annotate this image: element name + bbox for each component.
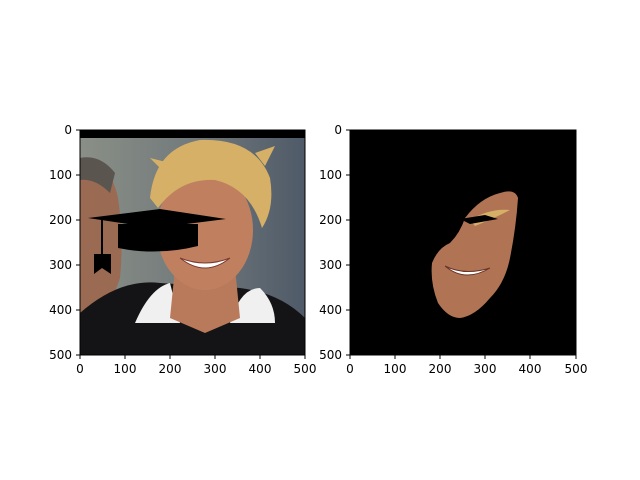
y-tick: 100 — [319, 168, 350, 182]
x-tick-label: 200 — [159, 362, 182, 376]
y-tick: 100 — [49, 168, 80, 182]
x-tick: 300 — [474, 355, 497, 376]
x-tick: 300 — [204, 355, 227, 376]
y-tick: 0 — [334, 123, 350, 137]
y-tick-label: 400 — [49, 303, 72, 317]
x-tick-label: 100 — [384, 362, 407, 376]
x-tick-label: 200 — [429, 362, 452, 376]
y-tick: 0 — [64, 123, 80, 137]
y-tick-label: 100 — [49, 168, 72, 182]
left-axes-svg: 0 100 200 300 400 500 0 100 200 300 400 … — [49, 123, 316, 376]
y-tick: 300 — [319, 258, 350, 272]
x-tick-label: 500 — [565, 362, 588, 376]
x-tick-label: 100 — [114, 362, 137, 376]
right-axes-svg: 0 100 200 300 400 500 0 100 200 300 400 … — [319, 123, 587, 376]
x-tick: 200 — [159, 355, 182, 376]
y-tick-label: 200 — [319, 213, 342, 227]
y-tick: 500 — [319, 348, 350, 362]
right-segmented-face — [350, 130, 576, 355]
x-tick: 100 — [384, 355, 407, 376]
x-tick-label: 400 — [249, 362, 272, 376]
y-tick-label: 0 — [64, 123, 72, 137]
y-tick: 300 — [49, 258, 80, 272]
y-tick-label: 300 — [49, 258, 72, 272]
x-tick: 0 — [76, 355, 84, 376]
left-photo — [80, 130, 305, 355]
x-tick: 100 — [114, 355, 137, 376]
y-tick: 200 — [49, 213, 80, 227]
right-y-axis: 0 100 200 300 400 500 — [319, 123, 350, 362]
x-tick: 400 — [519, 355, 542, 376]
left-y-axis: 0 100 200 300 400 500 — [49, 123, 80, 362]
left-axes-frame — [79, 129, 306, 356]
x-tick: 200 — [429, 355, 452, 376]
graduation-cap-icon — [88, 209, 226, 274]
right-axes-frame — [349, 129, 577, 356]
x-tick-label: 300 — [204, 362, 227, 376]
x-tick: 500 — [294, 355, 317, 376]
image-panel-left: 0 100 200 300 400 500 0 100 200 300 400 … — [40, 118, 330, 388]
y-tick: 500 — [49, 348, 80, 362]
x-tick: 0 — [346, 355, 354, 376]
y-tick: 400 — [49, 303, 80, 317]
x-tick: 500 — [565, 355, 588, 376]
x-tick: 400 — [249, 355, 272, 376]
x-tick-label: 300 — [474, 362, 497, 376]
y-tick-label: 500 — [49, 348, 72, 362]
y-tick-label: 100 — [319, 168, 342, 182]
left-x-axis: 0 100 200 300 400 500 — [76, 355, 316, 376]
x-tick-label: 0 — [76, 362, 84, 376]
y-tick: 200 — [319, 213, 350, 227]
y-tick-label: 200 — [49, 213, 72, 227]
image-panel-right: 0 100 200 300 400 500 0 100 200 300 400 … — [310, 118, 600, 388]
y-tick-label: 300 — [319, 258, 342, 272]
y-tick-label: 0 — [334, 123, 342, 137]
x-tick-label: 0 — [346, 362, 354, 376]
right-x-axis: 0 100 200 300 400 500 — [346, 355, 587, 376]
y-tick: 400 — [319, 303, 350, 317]
x-tick-label: 500 — [294, 362, 317, 376]
x-tick-label: 400 — [519, 362, 542, 376]
y-tick-label: 400 — [319, 303, 342, 317]
y-tick-label: 500 — [319, 348, 342, 362]
